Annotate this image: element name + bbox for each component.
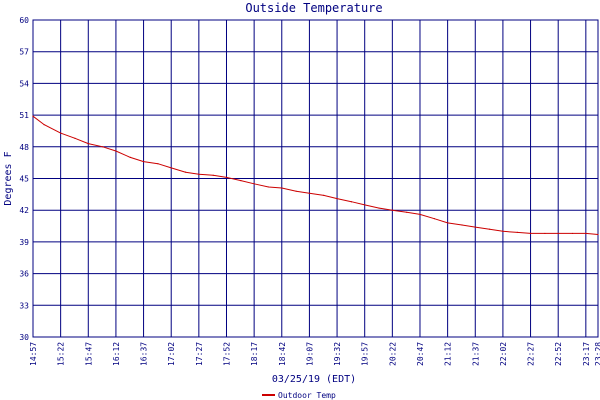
data-point — [391, 209, 393, 211]
y-tick-label: 30 — [19, 333, 29, 342]
data-point — [74, 137, 76, 139]
data-point — [295, 190, 297, 192]
data-point — [43, 124, 45, 126]
data-point — [571, 232, 574, 235]
x-tick-label: 15:22 — [57, 342, 66, 366]
y-tick-labels: 30 33 36 39 42 45 48 51 54 57 60 — [19, 16, 29, 342]
data-point — [308, 192, 311, 194]
x-tick-label: 17:52 — [222, 342, 231, 366]
y-axis-label: Degrees F — [3, 151, 14, 205]
data-point — [281, 187, 283, 189]
x-tick-label: 23:28 — [594, 342, 600, 366]
data-point — [115, 150, 117, 152]
x-tick-label: 17:02 — [167, 342, 176, 366]
series-line-outdoor-temp — [32, 115, 599, 235]
data-point — [240, 180, 242, 182]
y-tick-label: 48 — [19, 143, 29, 152]
x-axis-label: 03/25/19 (EDT) — [272, 374, 356, 385]
data-point — [129, 156, 131, 158]
legend-label-outdoor-temp: Outdoor Temp — [278, 391, 336, 400]
data-point — [544, 232, 546, 235]
data-point — [184, 171, 187, 173]
x-tick-label: 15:47 — [84, 342, 93, 366]
y-tick-label: 51 — [19, 111, 29, 120]
x-tick-label: 20:47 — [416, 342, 425, 366]
x-tick-label: 21:12 — [444, 342, 453, 366]
data-point — [87, 143, 89, 145]
data-point — [489, 228, 491, 230]
data-point — [225, 176, 228, 179]
data-point — [502, 230, 504, 232]
y-tick-label: 42 — [19, 206, 29, 215]
data-point — [585, 232, 587, 235]
x-tick-label: 16:12 — [112, 342, 121, 366]
data-point — [198, 173, 200, 175]
data-point — [336, 197, 338, 200]
plot-frame — [32, 19, 599, 338]
y-tick-label: 39 — [19, 238, 29, 247]
x-tick-labels: 14:57 15:22 15:47 16:12 16:37 17:02 17:27 17:52… — [29, 342, 600, 366]
y-tick-label: 54 — [19, 79, 29, 88]
x-tick-label: 19:32 — [333, 342, 342, 366]
data-point — [102, 146, 104, 148]
x-tick-label: 16:37 — [140, 342, 149, 366]
y-tick-label: 33 — [19, 301, 29, 310]
x-tick-label: 23:17 — [582, 342, 591, 366]
data-point — [474, 226, 476, 228]
chart-title: Outside Temperature — [245, 1, 382, 15]
data-point — [406, 211, 408, 213]
data-point — [597, 233, 599, 236]
data-point — [419, 213, 421, 216]
x-tick-label: 18:17 — [250, 342, 259, 366]
x-tick-label: 19:07 — [305, 342, 314, 366]
data-point — [142, 160, 145, 163]
data-point — [32, 115, 34, 117]
data-point — [170, 167, 172, 169]
x-tick-label: 22:02 — [499, 342, 508, 366]
x-tick-label: 22:52 — [554, 342, 563, 366]
data-point — [364, 204, 366, 206]
data-point — [557, 232, 559, 235]
x-tick-label: 17:27 — [195, 342, 204, 366]
x-tick-label: 18:42 — [278, 342, 287, 366]
series-layer — [32, 115, 599, 236]
data-point — [323, 194, 325, 197]
data-point — [461, 224, 463, 226]
data-point — [433, 218, 435, 220]
data-point — [516, 231, 518, 233]
data-point — [378, 207, 380, 209]
x-tick-label: 21:37 — [471, 342, 480, 366]
data-point — [267, 186, 270, 188]
data-point — [212, 174, 214, 176]
y-tick-label: 36 — [19, 270, 29, 279]
x-tick-label: 20:22 — [388, 342, 397, 366]
y-tick-label: 45 — [19, 175, 29, 184]
legend: Outdoor Temp — [262, 391, 336, 400]
data-point — [253, 183, 255, 185]
x-tick-label: 14:57 — [29, 342, 38, 366]
data-point — [447, 222, 449, 224]
data-point — [60, 132, 62, 134]
y-tick-label: 60 — [19, 16, 29, 25]
data-point — [350, 201, 353, 203]
data-point — [529, 232, 532, 235]
y-tick-label: 57 — [19, 48, 29, 57]
x-tick-label: 22:27 — [527, 342, 536, 366]
x-tick-label: 19:57 — [361, 342, 370, 366]
data-point — [157, 163, 159, 165]
